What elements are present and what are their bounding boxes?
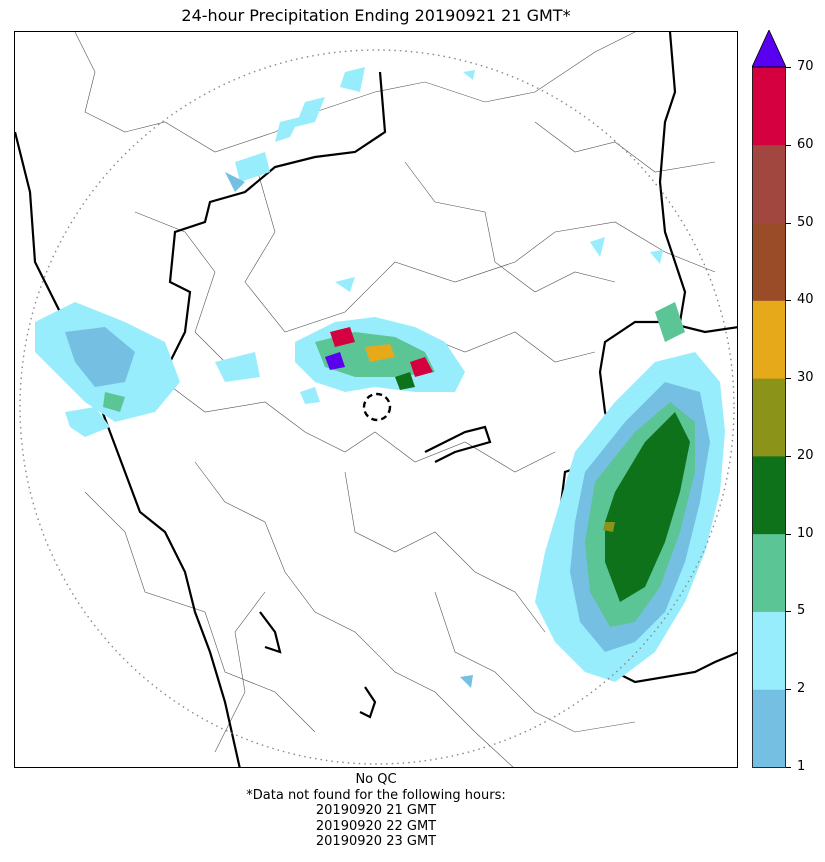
colorbar-tick-label: 20 bbox=[797, 447, 814, 463]
colorbar-segment bbox=[752, 144, 786, 224]
colorbar-segment bbox=[752, 67, 786, 146]
district-boundaries bbox=[74, 32, 716, 767]
missing-hour: 20190920 22 GMT bbox=[315, 818, 437, 834]
colorbar-tick-mark bbox=[786, 455, 791, 457]
rain-east bbox=[535, 237, 725, 682]
map-footer: No QC *Data not found for the following … bbox=[14, 772, 738, 850]
map-canvas bbox=[15, 32, 737, 767]
colorbar-tick-label: 10 bbox=[797, 525, 814, 541]
colorbar-tick-label: 70 bbox=[797, 59, 814, 74]
colorbar-segment bbox=[752, 611, 786, 690]
colorbar-tick-mark bbox=[786, 378, 791, 380]
rain-north bbox=[225, 67, 475, 688]
colorbar-tick-mark bbox=[786, 67, 791, 68]
colorbar-tick-label: 40 bbox=[797, 292, 814, 308]
colorbar-tick-mark bbox=[786, 533, 791, 535]
colorbar-tick-mark bbox=[786, 767, 791, 768]
colorbar-tick-label: 60 bbox=[797, 136, 814, 152]
colorbar-tick-label: 2 bbox=[797, 681, 806, 697]
map-title: 24-hour Precipitation Ending 20190921 21… bbox=[181, 6, 571, 25]
colorbar-tick-label: 50 bbox=[797, 214, 814, 230]
colorbar-tick-mark bbox=[786, 144, 791, 146]
qc-status: No QC bbox=[355, 772, 397, 787]
colorbar-tick-label: 5 bbox=[797, 603, 806, 619]
missing-hour: 20190920 23 GMT bbox=[315, 834, 437, 849]
colorbar-tick-label: 1 bbox=[797, 759, 806, 774]
colorbar-segment bbox=[752, 689, 786, 768]
colorbar-tick-mark bbox=[786, 611, 791, 613]
precipitation-map bbox=[14, 31, 738, 768]
radar-site-marker bbox=[362, 392, 392, 422]
colorbar-segment bbox=[752, 455, 786, 535]
colorbar-tick-mark bbox=[786, 689, 791, 691]
rain-west-coast bbox=[35, 302, 180, 437]
colorbar-segment bbox=[752, 300, 786, 379]
rain-central-cluster bbox=[215, 317, 465, 404]
colorbar-extend-arrow bbox=[752, 30, 786, 68]
range-ring bbox=[19, 49, 735, 765]
missing-hour: 20190920 21 GMT bbox=[315, 803, 437, 818]
colorbar-segment bbox=[752, 222, 786, 301]
colorbar-tick-mark bbox=[786, 300, 791, 302]
colorbar-tick-label: 30 bbox=[797, 370, 814, 386]
colorbar-segment bbox=[752, 378, 786, 457]
colorbar bbox=[752, 30, 786, 768]
colorbar-segment bbox=[752, 533, 786, 612]
colorbar-tick-mark bbox=[786, 222, 791, 224]
missing-data-note: *Data not found for the following hours: bbox=[246, 787, 506, 803]
